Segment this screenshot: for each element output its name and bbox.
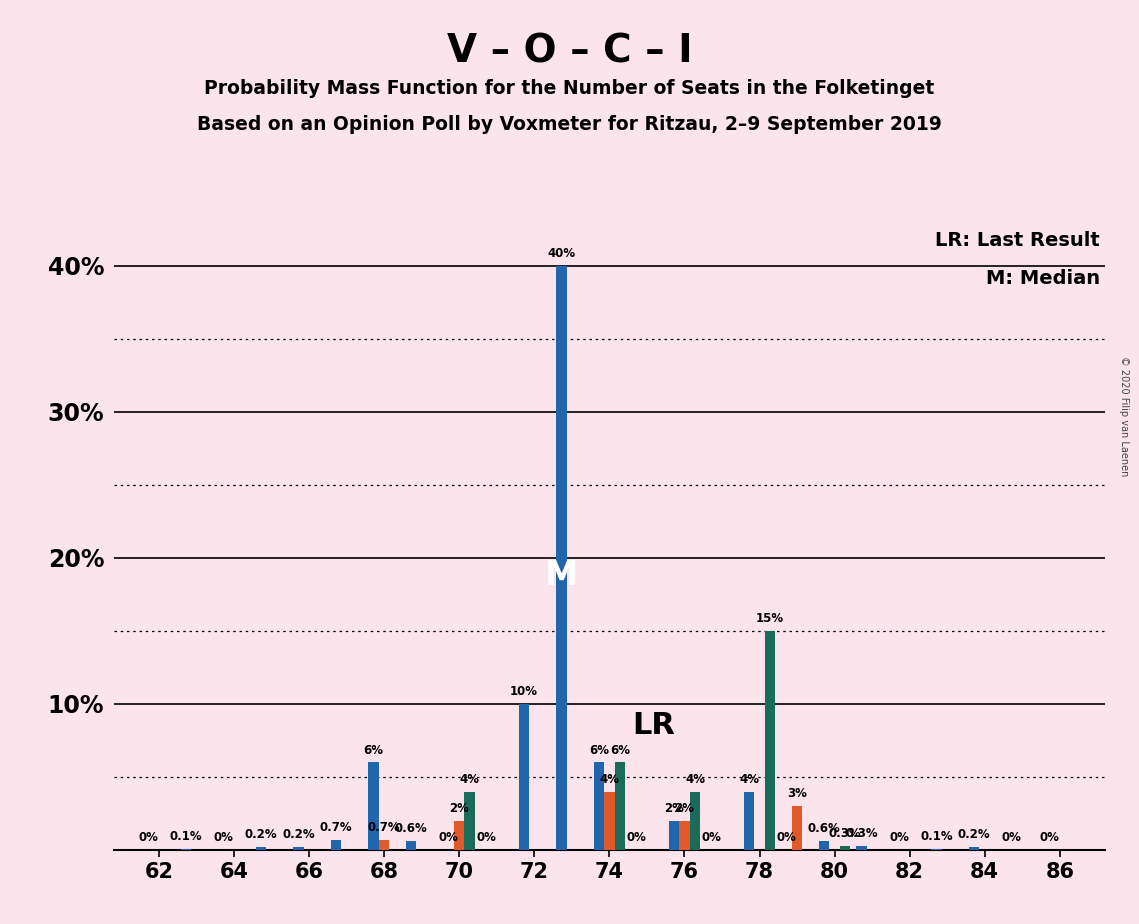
Text: 6%: 6% — [589, 744, 609, 757]
Text: 0.6%: 0.6% — [395, 822, 427, 835]
Text: 0.3%: 0.3% — [845, 827, 878, 840]
Text: 0%: 0% — [777, 832, 796, 845]
Text: 0.6%: 0.6% — [808, 822, 841, 835]
Text: 2%: 2% — [449, 802, 469, 815]
Text: LR: LR — [632, 711, 674, 740]
Bar — [556, 265, 566, 850]
Text: 2%: 2% — [674, 802, 695, 815]
Bar — [330, 840, 342, 850]
Bar — [744, 792, 754, 850]
Text: 0%: 0% — [139, 832, 158, 845]
Text: 6%: 6% — [609, 744, 630, 757]
Bar — [690, 792, 700, 850]
Text: LR: Last Result: LR: Last Result — [935, 231, 1100, 250]
Bar — [405, 842, 417, 850]
Text: 0.7%: 0.7% — [368, 821, 401, 834]
Bar — [454, 821, 465, 850]
Bar — [679, 821, 690, 850]
Text: 4%: 4% — [460, 772, 480, 785]
Text: 4%: 4% — [739, 772, 759, 785]
Text: 0%: 0% — [1040, 832, 1059, 845]
Bar — [792, 807, 802, 850]
Bar — [593, 762, 604, 850]
Text: Based on an Opinion Poll by Voxmeter for Ritzau, 2–9 September 2019: Based on an Opinion Poll by Voxmeter for… — [197, 116, 942, 135]
Text: 4%: 4% — [685, 772, 705, 785]
Text: Probability Mass Function for the Number of Seats in the Folketinget: Probability Mass Function for the Number… — [204, 79, 935, 98]
Text: 0%: 0% — [626, 832, 646, 845]
Text: 6%: 6% — [363, 744, 384, 757]
Text: 0%: 0% — [439, 832, 459, 845]
Bar — [969, 847, 980, 850]
Text: 3%: 3% — [787, 787, 806, 800]
Bar — [857, 845, 867, 850]
Text: 0.2%: 0.2% — [245, 828, 278, 842]
Text: 0.1%: 0.1% — [920, 830, 953, 843]
Text: 0.2%: 0.2% — [282, 828, 314, 842]
Text: 10%: 10% — [510, 685, 538, 699]
Bar — [819, 842, 829, 850]
Bar — [839, 845, 851, 850]
Text: 0%: 0% — [702, 832, 721, 845]
Text: 40%: 40% — [547, 247, 575, 260]
Text: 0.2%: 0.2% — [958, 828, 991, 842]
Bar — [615, 762, 625, 850]
Text: 0.3%: 0.3% — [829, 827, 861, 840]
Text: M: M — [544, 559, 577, 592]
Bar — [604, 792, 615, 850]
Text: 15%: 15% — [756, 612, 784, 625]
Bar — [764, 631, 776, 850]
Bar — [669, 821, 679, 850]
Text: M: Median: M: Median — [985, 269, 1100, 288]
Text: 0%: 0% — [890, 832, 909, 845]
Bar — [256, 847, 267, 850]
Bar — [518, 704, 528, 850]
Text: 0.1%: 0.1% — [170, 830, 203, 843]
Bar — [181, 848, 191, 850]
Bar — [932, 848, 942, 850]
Text: 0%: 0% — [214, 832, 233, 845]
Bar — [368, 762, 379, 850]
Text: 0.7%: 0.7% — [320, 821, 352, 834]
Text: 4%: 4% — [599, 772, 620, 785]
Text: 0%: 0% — [1002, 832, 1022, 845]
Text: 0%: 0% — [476, 832, 497, 845]
Text: V – O – C – I: V – O – C – I — [446, 32, 693, 70]
Text: 2%: 2% — [664, 802, 683, 815]
Bar — [379, 840, 390, 850]
Text: © 2020 Filip van Laenen: © 2020 Filip van Laenen — [1120, 356, 1129, 476]
Bar — [294, 847, 304, 850]
Bar — [465, 792, 475, 850]
